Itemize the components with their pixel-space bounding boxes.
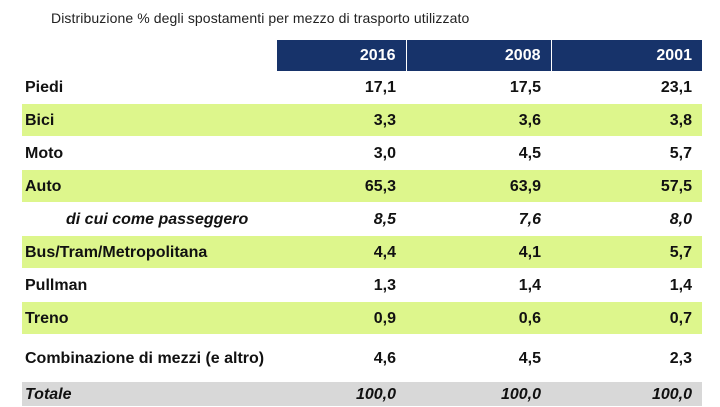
table-row: Auto 65,3 63,9 57,5 [22, 169, 702, 203]
cell-2008: 100,0 [406, 381, 551, 407]
cell-2016: 3,3 [276, 103, 406, 137]
row-label: Piedi [22, 71, 276, 104]
table-title: Distribuzione % degli spostamenti per me… [51, 10, 470, 26]
cell-2001: 23,1 [551, 71, 702, 104]
header-2001: 2001 [551, 40, 702, 71]
cell-2001: 57,5 [551, 169, 702, 203]
cell-2016: 1,3 [276, 268, 406, 302]
cell-2016: 4,4 [276, 235, 406, 269]
row-label: Bus/Tram/Metropolitana [22, 235, 276, 269]
table-row: Piedi 17,1 17,5 23,1 [22, 71, 702, 104]
row-label: Moto [22, 136, 276, 170]
table-row: Bus/Tram/Metropolitana 4,4 4,1 5,7 [22, 235, 702, 269]
table-row: Bici 3,3 3,6 3,8 [22, 103, 702, 137]
row-label: Auto [22, 169, 276, 203]
cell-2001: 100,0 [551, 381, 702, 407]
cell-2008: 4,1 [406, 235, 551, 269]
row-label: Treno [22, 301, 276, 335]
cell-2008: 0,6 [406, 301, 551, 335]
cell-2001: 3,8 [551, 103, 702, 137]
cell-2001: 1,4 [551, 268, 702, 302]
row-label: Totale [22, 381, 276, 407]
table-row: Moto 3,0 4,5 5,7 [22, 136, 702, 170]
cell-2001: 0,7 [551, 301, 702, 335]
header-blank [22, 40, 277, 71]
table-row: Pullman 1,3 1,4 1,4 [22, 268, 702, 302]
cell-2016: 0,9 [276, 301, 406, 335]
header-row: 2016 2008 2001 [22, 40, 702, 71]
row-label: Pullman [22, 268, 276, 302]
cell-2016: 4,6 [276, 334, 406, 382]
cell-2008: 7,6 [406, 202, 551, 236]
table-row: di cui come passeggero 8,5 7,6 8,0 [22, 202, 702, 236]
cell-2008: 4,5 [406, 334, 551, 382]
table-row: Treno 0,9 0,6 0,7 [22, 301, 702, 335]
header-2008: 2008 [406, 40, 552, 71]
cell-2008: 17,5 [406, 71, 551, 104]
cell-2016: 3,0 [276, 136, 406, 170]
cell-2016: 65,3 [276, 169, 406, 203]
cell-2001: 2,3 [551, 334, 702, 382]
row-label: Combinazione di mezzi (e altro) [22, 334, 276, 382]
header-2016: 2016 [276, 40, 407, 71]
cell-2008: 3,6 [406, 103, 551, 137]
cell-2001: 5,7 [551, 235, 702, 269]
row-label: Bici [22, 103, 276, 137]
cell-2001: 8,0 [551, 202, 702, 236]
cell-2008: 4,5 [406, 136, 551, 170]
cell-2016: 17,1 [276, 71, 406, 104]
transport-distribution-table: 2016 2008 2001 Piedi 17,1 17,5 23,1 Bici… [22, 40, 702, 407]
cell-2008: 63,9 [406, 169, 551, 203]
cell-2001: 5,7 [551, 136, 702, 170]
total-row: Totale 100,0 100,0 100,0 [22, 381, 702, 407]
cell-2016: 100,0 [276, 381, 406, 407]
cell-2008: 1,4 [406, 268, 551, 302]
table-row: Combinazione di mezzi (e altro) 4,6 4,5 … [22, 334, 702, 382]
row-label: di cui come passeggero [22, 202, 276, 236]
cell-2016: 8,5 [276, 202, 406, 236]
